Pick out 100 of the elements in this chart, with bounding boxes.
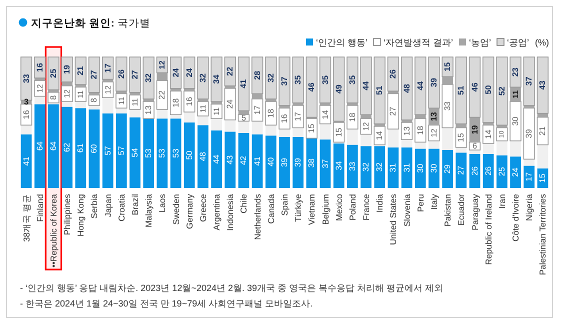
data-label: 49 [334,84,344,94]
data-label: 39 [294,158,303,167]
data-label: 5 [241,113,246,122]
data-label: 32 [198,73,208,83]
data-label: 21 [76,66,86,76]
x-tick-label: Poland [347,194,358,220]
x-tick-label: Côte d'Ivoire [510,194,521,242]
data-label: 37 [524,76,534,86]
legend-title: (%) [535,38,549,48]
x-tick-label: ••Republic of Korea [48,194,58,268]
data-label: 32 [144,73,154,83]
x-tick-label: Netherlands [252,194,262,240]
data-label: 13 [144,106,154,115]
x-tick-label: France [361,194,372,220]
data-label: 17 [524,172,534,182]
data-label: 17 [103,64,112,73]
data-label: 32 [362,162,371,172]
data-label: 26 [388,69,398,79]
data-label: 43 [538,80,548,90]
data-label: 34 [334,161,344,170]
x-tick-label: Peru [415,194,426,212]
data-label: 41 [239,79,248,88]
data-label: 39 [280,158,289,167]
data-label: 37 [320,159,330,168]
data-label: 24 [171,68,180,78]
x-tick-label: Greece [198,194,208,222]
data-label: 13 [429,112,438,122]
data-label: 46 [307,82,316,92]
x-tick-label: Argentina [212,194,222,230]
x-tick-label: Türkiye [293,194,304,222]
data-label: 16 [280,114,289,124]
data-label: 37 [280,76,289,86]
data-label: 18 [348,112,357,122]
x-tick-label: Slovenia [402,194,412,227]
data-label: 15 [456,133,466,142]
data-label: 27 [388,106,398,116]
data-label: 27 [456,166,466,175]
data-label: 42 [239,156,248,166]
x-tick-label: Canada [266,194,276,224]
data-label: 33 [443,102,452,111]
data-label: 19 [470,125,480,134]
data-label: 44 [212,154,222,164]
x-tick-label: United States [388,194,398,246]
data-label: 46 [470,82,480,92]
data-label: 60 [90,144,99,154]
data-label: 53 [144,148,154,158]
data-label: 48 [198,152,208,162]
data-label: 13 [402,126,412,136]
x-tick-label: Palestinian Territories [538,194,548,276]
data-label: 57 [116,146,126,156]
data-label: 32 [375,162,384,172]
x-tick-label: Chile [238,194,249,214]
data-label: 24 [511,168,520,177]
data-label: 40 [266,157,276,166]
data-label: 29 [443,164,452,174]
data-label: 14 [320,110,330,120]
data-label: 24 [226,100,235,109]
data-label: 38 [307,158,316,168]
data-label: 33 [22,74,31,84]
data-label: 53 [158,148,167,158]
data-label: 17 [294,112,303,122]
data-label: 16 [184,96,194,106]
x-tick-label: Republic of Ireland [483,194,494,265]
data-label: 32 [266,73,276,83]
data-label: 52 [497,86,506,96]
x-tick-label: Hong Kong [76,194,86,237]
legend-label: ‘인간의 행동’ [316,38,368,48]
data-label: 22 [158,90,167,100]
x-tick-label: India [374,194,385,212]
data-label: 30 [429,164,438,173]
x-tick-label: Italy [428,194,439,210]
x-tick-label: Philippines [62,194,72,236]
data-label: 64 [48,142,58,151]
x-tick-label: Laos [157,194,168,212]
data-label: 18 [266,108,276,118]
data-label: 57 [103,146,112,156]
x-tick-label: Indonesia [225,194,236,231]
x-tick-label: 38개국 평균 [21,194,32,242]
data-label: 14 [484,130,493,139]
data-label: 16 [35,62,44,72]
data-label: 27 [90,70,99,80]
data-label: 54 [130,148,140,158]
data-label: 15 [307,124,316,133]
data-label: 64 [35,142,44,151]
data-label: 39 [429,78,438,88]
data-label: 31 [402,163,412,172]
x-tick-label: Nigeria [524,194,534,221]
data-label: 16 [22,110,31,120]
data-label: 41 [22,156,31,166]
data-label: 25 [48,68,58,78]
legend-label: ‘공업’ [507,38,529,48]
data-label: 44 [416,81,425,90]
data-label: 48 [402,84,412,93]
data-label: 53 [171,148,180,158]
data-label: 23 [511,68,520,77]
data-label: 8 [48,95,58,100]
data-label: 19 [62,64,72,74]
data-label: 28 [252,70,262,80]
x-tick-label: Malaysia [144,194,154,228]
data-label: 14 [375,131,384,140]
